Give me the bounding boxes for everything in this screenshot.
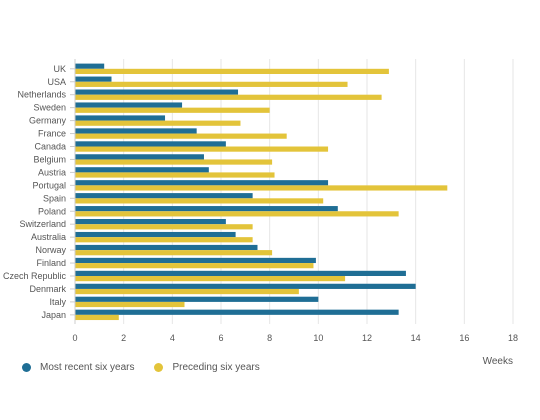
x-tick-label: 10 xyxy=(313,333,323,343)
bar-most-recent xyxy=(75,193,253,199)
bar-most-recent xyxy=(75,219,226,225)
legend-item-most-recent[interactable]: Most recent six years xyxy=(22,362,134,373)
legend-marker-most-recent xyxy=(22,363,31,372)
x-tick-label: 14 xyxy=(411,333,421,343)
bar-most-recent xyxy=(75,154,204,160)
x-tick-label: 8 xyxy=(267,333,272,343)
x-tick-label: 12 xyxy=(362,333,372,343)
x-tick-label: 4 xyxy=(170,333,175,343)
bar-preceding xyxy=(75,314,119,321)
bar-most-recent xyxy=(75,128,197,134)
bar-preceding xyxy=(75,276,346,282)
bar-most-recent xyxy=(75,167,209,173)
bar-preceding xyxy=(75,94,382,100)
x-tick-label: 6 xyxy=(218,333,223,343)
bar-most-recent xyxy=(75,283,416,289)
legend: Most recent six years Preceding six year… xyxy=(22,362,280,373)
category-label: Japan xyxy=(41,310,66,320)
bar-preceding xyxy=(75,107,270,113)
category-label: Germany xyxy=(29,116,67,126)
x-tick-label: 2 xyxy=(121,333,126,343)
bar-most-recent xyxy=(75,76,112,82)
category-label: Belgium xyxy=(33,154,66,164)
bar-preceding xyxy=(75,185,448,191)
bar-most-recent xyxy=(75,309,399,315)
bar-preceding xyxy=(75,68,389,74)
bar-most-recent xyxy=(75,206,338,212)
bar-preceding xyxy=(75,159,273,165)
bar-preceding xyxy=(75,146,329,152)
x-tick-label: 18 xyxy=(508,333,518,343)
category-label: USA xyxy=(47,77,66,87)
legend-marker-preceding xyxy=(154,363,164,372)
bar-preceding xyxy=(75,237,253,243)
bar-most-recent xyxy=(75,244,258,251)
bar-most-recent xyxy=(75,296,319,302)
legend-label-preceding: Preceding six years xyxy=(172,362,260,373)
bar-most-recent xyxy=(75,270,406,276)
bar-most-recent xyxy=(75,89,239,95)
bar-most-recent xyxy=(75,231,236,238)
bar-preceding xyxy=(75,301,185,308)
bar-most-recent xyxy=(75,115,166,121)
bar-most-recent xyxy=(75,102,183,108)
bar-most-recent xyxy=(75,63,105,69)
category-label: Spain xyxy=(43,193,66,203)
x-axis-label: Weeks xyxy=(483,356,513,367)
legend-label-most-recent: Most recent six years xyxy=(40,362,135,373)
bar-most-recent xyxy=(75,257,316,264)
bar-preceding xyxy=(75,288,299,295)
category-label: Poland xyxy=(38,206,66,216)
bar-most-recent xyxy=(75,141,226,147)
category-label: Switzerland xyxy=(19,219,66,229)
x-tick-label: 0 xyxy=(72,333,77,343)
bar-preceding xyxy=(75,120,241,126)
bar-preceding xyxy=(75,198,324,204)
bar-preceding xyxy=(75,224,253,230)
category-label: Italy xyxy=(49,297,66,307)
bar-preceding xyxy=(75,250,273,256)
bar-preceding xyxy=(75,81,348,87)
category-label: Sweden xyxy=(33,103,66,113)
category-label: Austria xyxy=(38,167,66,177)
bar-preceding xyxy=(75,211,399,217)
category-label: Denmark xyxy=(29,284,66,294)
category-label: France xyxy=(38,129,66,139)
category-label: Canada xyxy=(34,142,66,152)
category-label: Netherlands xyxy=(17,90,66,100)
bar-preceding xyxy=(75,263,314,269)
x-tick-label: 16 xyxy=(459,333,469,343)
category-label: Finland xyxy=(36,258,66,268)
category-label: Norway xyxy=(35,245,66,255)
bar-preceding xyxy=(75,172,275,178)
legend-item-preceding[interactable]: Preceding six years xyxy=(154,362,260,373)
bar-preceding xyxy=(75,133,287,139)
category-label: Portugal xyxy=(32,180,66,190)
category-label: Czech Republic xyxy=(3,271,67,281)
category-label: UK xyxy=(53,64,66,74)
category-label: Australia xyxy=(31,232,66,242)
bar-most-recent xyxy=(75,180,329,186)
